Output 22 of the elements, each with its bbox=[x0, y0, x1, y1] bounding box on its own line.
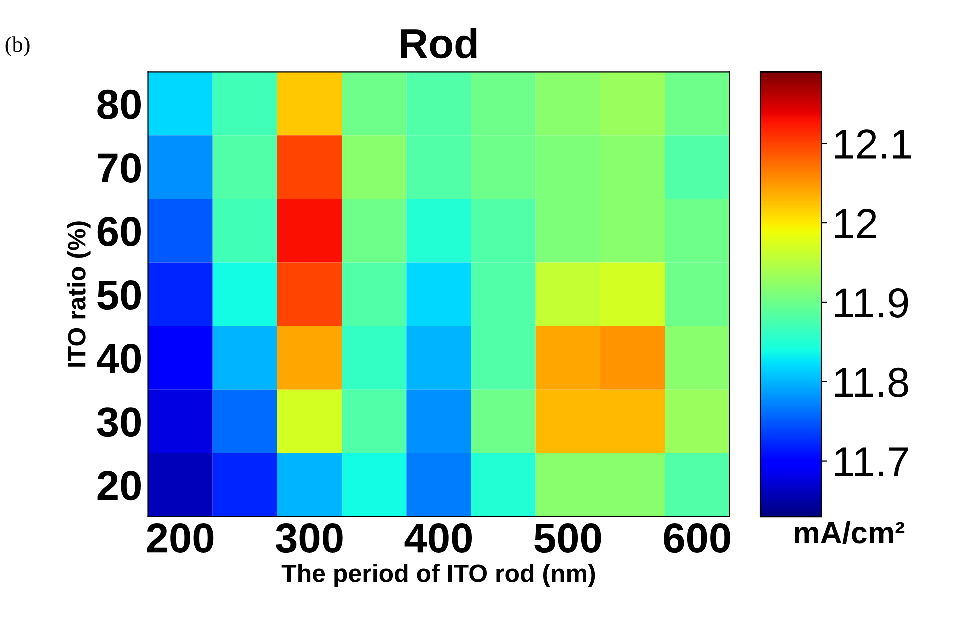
x-tick-label: 600 bbox=[664, 524, 730, 554]
y-tick-label: 50 bbox=[98, 280, 141, 310]
x-tick-label: 400 bbox=[404, 524, 472, 554]
color-bar-label: 11.7 bbox=[835, 448, 908, 476]
x-tick-label: 300 bbox=[276, 524, 343, 554]
y-tick-label: 80 bbox=[98, 90, 141, 120]
y-tick-label: 70 bbox=[98, 153, 141, 183]
x-tick-label: 200 bbox=[147, 524, 214, 554]
text: (b) bbox=[6, 36, 30, 57]
x-axis-title: The period of ITO rod (nm) bbox=[282, 564, 596, 588]
color-bar-title: mA/cm² bbox=[795, 521, 905, 544]
y-tick-label: 20 bbox=[98, 471, 141, 501]
chart-title: Rod bbox=[401, 28, 477, 59]
y-tick-label: 40 bbox=[96, 344, 141, 374]
color-bar-label: 12.1 bbox=[835, 130, 912, 159]
color-bar-label: 12 bbox=[835, 209, 876, 238]
y-tick-label: 60 bbox=[98, 216, 141, 246]
color-bar-label: 11.9 bbox=[835, 288, 908, 318]
y-axis-title: ITO ratio (%) bbox=[68, 222, 91, 367]
x-tick-label: 500 bbox=[534, 524, 602, 554]
y-tick-label: 30 bbox=[97, 408, 141, 438]
color-bar-label: 11.8 bbox=[835, 368, 908, 398]
